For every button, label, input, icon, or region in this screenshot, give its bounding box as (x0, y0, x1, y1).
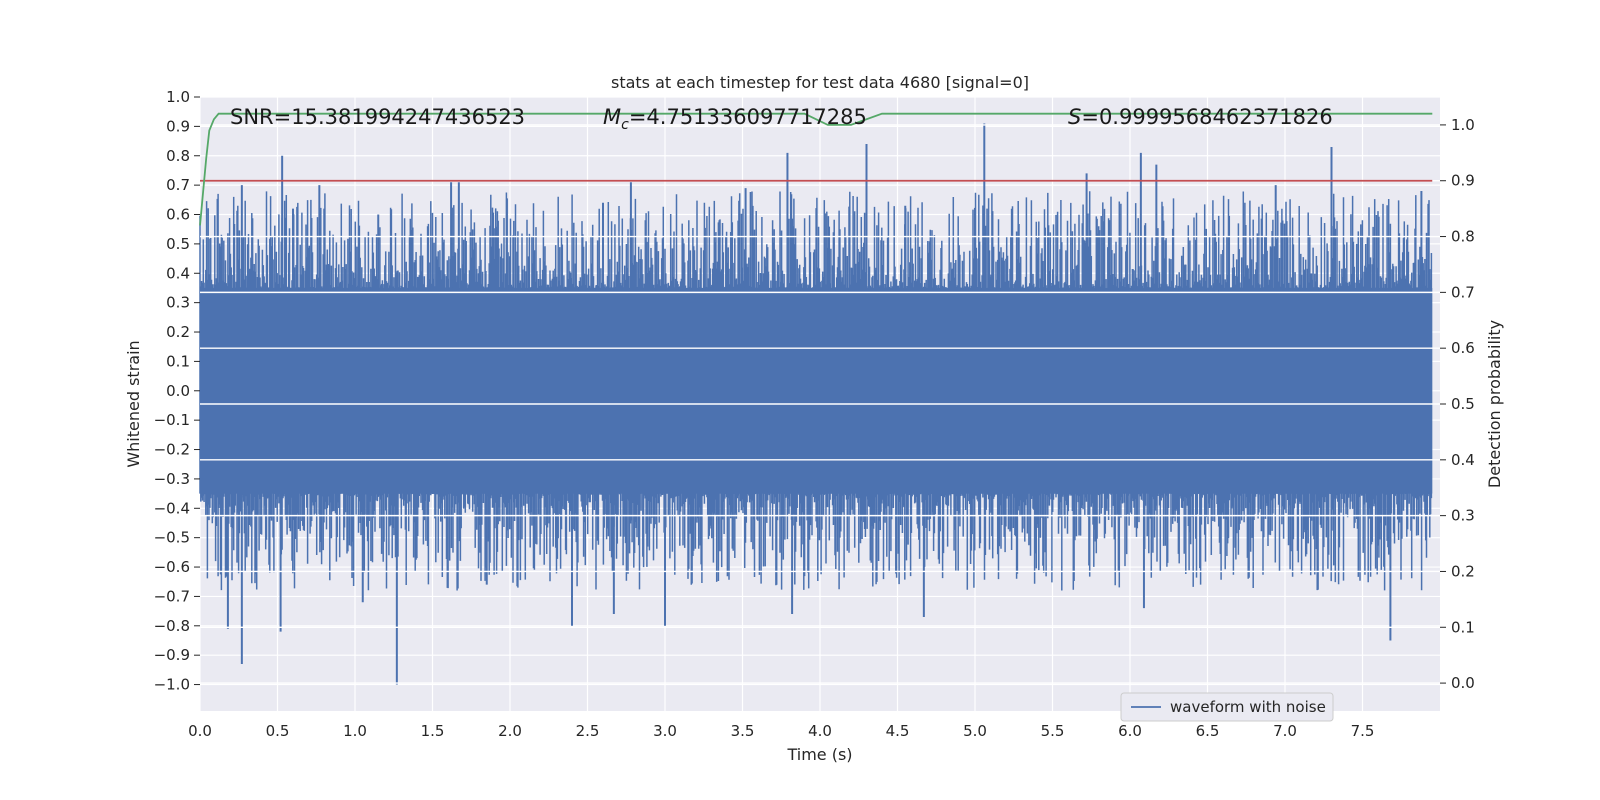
y-left-tick-label: 0.1 (166, 352, 190, 370)
y-left-tick-label: −0.6 (154, 558, 190, 576)
y-left-tick-label: −0.5 (154, 529, 190, 547)
y-left-tick-label: 0.2 (166, 323, 190, 341)
y-left-tick-label: −0.9 (154, 646, 190, 664)
mc-subscript: c (621, 117, 629, 133)
x-tick-label: 5.5 (1041, 722, 1065, 740)
x-axis-label: Time (s) (786, 745, 852, 764)
y-left-tick-label: 0.3 (166, 294, 190, 312)
chirp-mass-annotation: Mc=4.751336097717285 (603, 105, 867, 133)
y-left-tick-label: 0.7 (166, 176, 190, 194)
chart-title: stats at each timestep for test data 468… (611, 73, 1029, 92)
legend-label: waveform with noise (1170, 698, 1326, 716)
x-tick-label: 4.5 (886, 722, 910, 740)
y-left-tick-label: −1.0 (154, 676, 190, 694)
y-right-tick-label: 0.1 (1451, 618, 1475, 636)
mc-value: =4.751336097717285 (629, 105, 867, 129)
y-left-tick-label: −0.7 (154, 587, 190, 605)
legend-box (1120, 692, 1334, 722)
x-tick-label: 6.0 (1118, 722, 1142, 740)
x-tick-label: 0.0 (188, 722, 212, 740)
y-right-tick-label: 0.8 (1451, 228, 1475, 246)
y-left-tick-label: 0.8 (166, 147, 190, 165)
y-left-tick-label: −0.1 (154, 411, 190, 429)
y-right-tick-label: 1.0 (1451, 116, 1475, 134)
s-value: =0.9999568462371826 (1081, 105, 1332, 129)
y-left-axis-label: Whitened strain (124, 340, 143, 467)
y-right-tick-label: 0.4 (1451, 451, 1475, 469)
y-right-tick-label: 0.2 (1451, 562, 1475, 580)
y-right-tick-label: 0.0 (1451, 674, 1475, 692)
y-left-tick-label: 0.0 (166, 382, 190, 400)
x-axis-ticks: 0.0 0.5 1.0 1.5 2.0 2.5 3.0 3.5 4.0 4.5 5.0 5.5 6.0 6… (188, 722, 1374, 740)
x-tick-label: 5.0 (963, 722, 987, 740)
y-right-tick-label: 0.5 (1451, 395, 1475, 413)
right-grid (200, 124, 1440, 684)
x-tick-label: 6.5 (1196, 722, 1220, 740)
snr-annotation: SNR=15.381994247436523 (230, 105, 525, 129)
x-tick-label: 7.0 (1273, 722, 1297, 740)
y-left-tick-label: −0.4 (154, 499, 190, 517)
y-right-tick-label: 0.3 (1451, 507, 1475, 525)
y-right-ticks: 1.0 0.9 0.8 0.7 0.6 0.5 0.4 0.3 0.2 0.1 0.0 (1440, 116, 1475, 692)
x-tick-label: 0.5 (266, 722, 290, 740)
y-left-tick-label: 0.4 (166, 264, 190, 282)
legend: waveform with noise (1120, 692, 1334, 722)
y-left-tick-label: 0.9 (166, 117, 190, 135)
y-right-tick-label: 0.9 (1451, 172, 1475, 190)
overlay-layer (199, 112, 1433, 226)
y-left-tick-label: −0.8 (154, 617, 190, 635)
y-right-axis-label: Detection probability (1485, 320, 1504, 488)
mc-symbol: M (603, 105, 621, 129)
y-left-tick-label: 1.0 (166, 88, 190, 106)
significance-annotation: S=0.9999568462371826 (1068, 105, 1333, 129)
y-right-tick-label: 0.7 (1451, 283, 1475, 301)
detection-probability-line (199, 112, 1433, 226)
y-left-tick-label: 0.5 (166, 235, 190, 253)
x-tick-label: 2.0 (498, 722, 522, 740)
x-tick-label: 4.0 (808, 722, 832, 740)
x-tick-label: 2.5 (576, 722, 600, 740)
y-left-tick-label: −0.2 (154, 441, 190, 459)
y-left-ticks: 1.0 0.9 0.8 0.7 0.6 0.5 0.4 0.3 0.2 0.1 0.0 −0.1 −0.… (154, 88, 200, 694)
y-right-tick-label: 0.6 (1451, 339, 1475, 357)
waveform-core-band (200, 287, 1433, 494)
y-left-tick-label: 0.6 (166, 206, 190, 224)
y-left-tick-label: −0.3 (154, 470, 190, 488)
x-tick-label: 1.0 (343, 722, 367, 740)
x-tick-label: 3.5 (731, 722, 755, 740)
s-symbol: S (1068, 105, 1081, 129)
x-tick-label: 3.0 (653, 722, 677, 740)
x-tick-label: 7.5 (1351, 722, 1375, 740)
x-tick-label: 1.5 (421, 722, 445, 740)
